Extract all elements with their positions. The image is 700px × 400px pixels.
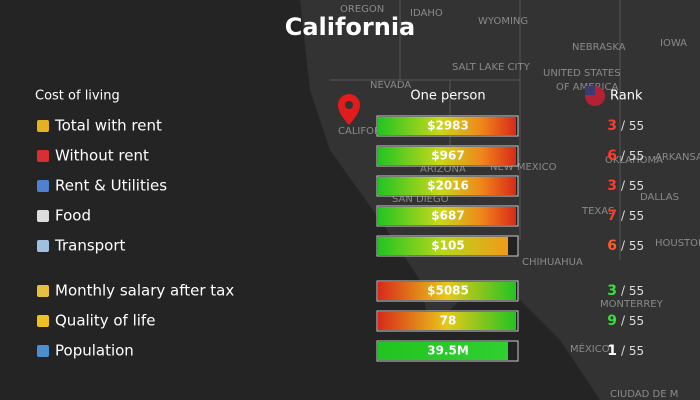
map-label: OKLAHOMA — [605, 155, 663, 166]
rank-total: / 55 — [621, 209, 644, 223]
row-label: Population — [55, 342, 134, 360]
rank-total-value: 55 — [629, 119, 644, 133]
map-label: MONTERREY — [600, 299, 664, 310]
row-label: Without rent — [55, 147, 149, 165]
map-label: CALIFORNIA — [338, 126, 398, 137]
map-label: UNITED STATES — [543, 68, 621, 79]
rank-total-value: 55 — [629, 314, 644, 328]
pin-hole — [345, 101, 353, 109]
rank-total-value: 55 — [629, 179, 644, 193]
map-label: ARIZONA — [420, 164, 466, 175]
row-label: Quality of life — [55, 312, 155, 330]
row-label: Monthly salary after tax — [55, 282, 234, 300]
section-label: Cost of living — [35, 89, 120, 104]
bar-value: $687 — [431, 209, 464, 223]
map-label: NEVADA — [370, 80, 411, 91]
row-icon — [37, 315, 49, 327]
rank-total: / 55 — [621, 344, 644, 358]
rank: 3 — [607, 118, 617, 134]
rank-total: / 55 — [621, 119, 644, 133]
rank-total-value: 55 — [629, 284, 644, 298]
rank-total-value: 55 — [629, 239, 644, 253]
rank-label: Rank — [610, 89, 643, 104]
bar — [378, 342, 508, 360]
row-icon — [37, 285, 49, 297]
bar-value: $5085 — [427, 284, 469, 298]
rank: 1 — [607, 343, 617, 359]
row-label: Total with rent — [54, 117, 162, 135]
rank-total: / 55 — [621, 314, 644, 328]
rank: 3 — [607, 283, 617, 299]
rank-total-value: 55 — [629, 209, 644, 223]
map-label: IOWA — [660, 38, 687, 49]
map-label: OREGON — [340, 4, 384, 15]
rank-total: / 55 — [621, 239, 644, 253]
row-label: Transport — [54, 237, 126, 255]
rank: 6 — [607, 238, 617, 254]
bar — [378, 237, 508, 255]
title: California — [285, 13, 416, 41]
rank-total: / 55 — [621, 284, 644, 298]
row-label: Food — [55, 207, 91, 225]
map-label: IDAHO — [410, 8, 443, 19]
rank: 6 — [607, 148, 617, 164]
rank-total-value: 55 — [629, 344, 644, 358]
bar — [378, 177, 516, 195]
row-label: Rent & Utilities — [55, 177, 167, 195]
map-label: HOUSTON — [655, 238, 700, 249]
bar — [378, 312, 516, 330]
map-label: MÉXICO — [570, 342, 610, 355]
row-icon — [37, 240, 49, 252]
map-label: CIUDAD DE M — [610, 389, 678, 400]
rank-total: / 55 — [621, 149, 644, 163]
column-label: One person — [410, 89, 485, 104]
bar — [378, 117, 516, 135]
map-label: NEW MEXICO — [490, 162, 557, 173]
map-label: CHIHUAHUA — [522, 257, 583, 268]
bar-value: 39.5M — [427, 344, 469, 358]
rank: 9 — [607, 313, 617, 329]
bar-value: $2016 — [427, 179, 469, 193]
bar — [378, 147, 516, 165]
map-label: NEBRASKA — [572, 42, 626, 53]
rank-total: / 55 — [621, 179, 644, 193]
row-icon — [37, 210, 49, 222]
row-icon — [37, 120, 49, 132]
map-label: SAN DIEGO — [392, 194, 449, 205]
bar-value: 78 — [440, 314, 457, 328]
map-label: WYOMING — [478, 16, 528, 27]
rank-total-value: 55 — [629, 149, 644, 163]
row-icon — [37, 150, 49, 162]
map-label: TEXAS — [581, 206, 614, 217]
bar-value: $105 — [431, 239, 464, 253]
rank: 7 — [607, 208, 617, 224]
bar-value: $2983 — [427, 119, 469, 133]
flag-canton — [585, 86, 595, 95]
row-icon — [37, 180, 49, 192]
location-pin — [338, 94, 360, 125]
bar — [378, 282, 516, 300]
row-icon — [37, 345, 49, 357]
map-label: SALT LAKE CITY — [452, 62, 531, 73]
map-label: DALLAS — [640, 192, 679, 203]
rank: 3 — [607, 178, 617, 194]
bar-value: $967 — [431, 149, 464, 163]
bar — [378, 207, 516, 225]
